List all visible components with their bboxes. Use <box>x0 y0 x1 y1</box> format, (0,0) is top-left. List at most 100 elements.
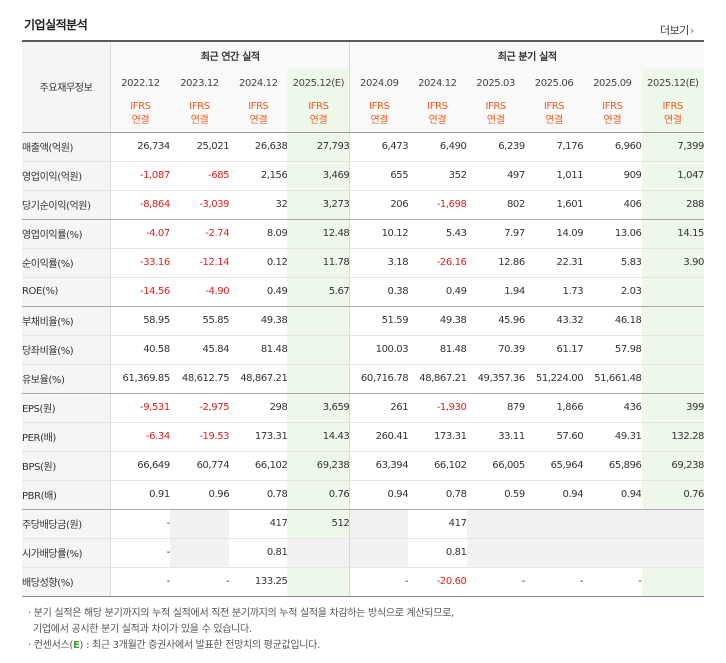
period-header: 2025.12(E) <box>641 69 704 97</box>
period-header: 2025.06 <box>524 69 584 97</box>
group-quarter-header: 최근 분기 실적 <box>349 41 704 69</box>
value-cell: 27,793 <box>287 132 350 162</box>
value-cell: 22.31 <box>524 248 584 278</box>
accounting-basis-header: IFRS 연결 <box>466 97 525 133</box>
table-row: 순이익률(%) -33.16 -12.14 0.12 11.78 3.18 -26.16 12… <box>22 248 704 278</box>
value-cell: 63,394 <box>349 451 409 481</box>
value-cell: 57.98 <box>583 335 642 365</box>
value-cell: 58.95 <box>110 306 170 336</box>
value-cell: 12.86 <box>466 248 525 278</box>
value-cell: 51.59 <box>349 306 409 336</box>
value-cell: -20.60 <box>408 567 467 597</box>
value-cell <box>349 538 409 568</box>
period-header: 2024.09 <box>349 69 409 97</box>
value-cell: 65,964 <box>524 451 584 481</box>
row-label: 영업이익률(%) <box>22 219 111 249</box>
row-label: 배당성향(%) <box>22 567 111 597</box>
table-row: 배당성향(%) - -133.25- -20.60- - - <box>22 567 704 597</box>
table-row: 당기순이익(억원) -8,864 -3,039 32 3,273 206 -1,698 802… <box>22 190 704 220</box>
accounting-basis-header: IFRS 연결 <box>583 97 642 133</box>
value-cell: 65,896 <box>583 451 642 481</box>
value-cell: 7.97 <box>466 219 525 249</box>
ifrs-label: IFRS <box>662 101 684 113</box>
value-cell: 66,005 <box>466 451 525 481</box>
value-cell: 12.48 <box>287 219 350 249</box>
value-cell: 49.31 <box>583 422 642 452</box>
value-cell: -8,864 <box>110 190 170 220</box>
ifrs-label: IFRS <box>189 101 210 113</box>
period-header: 2023.12 <box>169 69 230 97</box>
row-label: 유보율(%) <box>22 364 111 394</box>
value-cell: 3.90 <box>641 248 704 278</box>
footnotes: · 분기 실적은 해당 분기까지의 누적 실적에서 직전 분기까지의 누적 실적… <box>28 606 454 654</box>
value-cell: 8.09 <box>229 219 288 249</box>
value-cell: -4.90 <box>169 277 230 307</box>
value-cell <box>641 567 704 597</box>
value-cell: 45.96 <box>466 306 525 336</box>
accounting-basis-header: IFRS 연결 <box>287 97 350 133</box>
value-cell: 0.96 <box>169 480 230 510</box>
chevron-right-icon: › <box>689 24 694 37</box>
period-header: 2022.12 <box>110 69 170 97</box>
value-cell: -2,975 <box>169 393 230 423</box>
table-row: 유보율(%) 61,369.85 48,612.75 48,867.21 60,716.… <box>22 364 704 394</box>
period-header: 2024.12 <box>229 69 288 97</box>
value-cell: 49.38 <box>229 306 288 336</box>
value-cell: 26,638 <box>229 132 288 162</box>
table-row: PBR(배) 0.91 0.96 0.78 0.76 0.94 0.78 0.59 0.94 0.… <box>22 480 704 510</box>
value-cell: 66,102 <box>229 451 288 481</box>
value-cell: 6,239 <box>466 132 525 162</box>
value-cell: - <box>110 567 170 597</box>
value-cell: - <box>169 567 230 597</box>
value-cell: 173.31 <box>229 422 288 452</box>
value-cell: 0.78 <box>229 480 288 510</box>
value-cell: 1.94 <box>466 277 525 307</box>
row-label: PBR(배) <box>22 480 111 510</box>
period-header: 2025.03 <box>466 69 525 97</box>
value-cell: 3,659 <box>287 393 350 423</box>
row-label: 시가배당률(%) <box>22 538 111 568</box>
value-cell: -685 <box>169 161 230 191</box>
value-cell: -26.16 <box>408 248 467 278</box>
value-cell: 5.83 <box>583 248 642 278</box>
value-cell: 49.38 <box>408 306 467 336</box>
table-row: 영업이익(억원) -1,087 -685 2,156 3,469 655 352 497 1,0… <box>22 161 704 191</box>
value-cell: 48,612.75 <box>169 364 230 394</box>
value-cell: 0.76 <box>641 480 704 510</box>
row-label: 영업이익(억원) <box>22 161 111 191</box>
table-row: PER(배) -6.34 -19.53 173.31 14.43 260.41 173.31… <box>22 422 704 452</box>
value-cell: 132.28 <box>641 422 704 452</box>
value-cell: - <box>110 509 170 539</box>
value-cell: 61,369.85 <box>110 364 170 394</box>
financial-table: 주요재무정보 최근 연간 실적 최근 분기 실적 2022.12 2023.12 2… <box>22 40 704 597</box>
value-cell: 60,774 <box>169 451 230 481</box>
value-cell: 1,601 <box>524 190 584 220</box>
value-cell: 69,238 <box>287 451 350 481</box>
value-cell: 81.48 <box>229 335 288 365</box>
value-cell: -4.07 <box>110 219 170 249</box>
value-cell: 6,960 <box>583 132 642 162</box>
group-annual-header: 최근 연간 실적 <box>110 41 350 69</box>
value-cell: - <box>524 567 584 597</box>
section-title: 기업실적분석 <box>24 18 88 32</box>
accounting-basis-header: IFRS 연결 <box>408 97 467 133</box>
value-cell: 66,102 <box>408 451 467 481</box>
value-cell: 0.76 <box>287 480 350 510</box>
value-cell <box>466 509 525 539</box>
value-cell: 6,490 <box>408 132 467 162</box>
table-row: 당좌비율(%) 40.58 45.84 81.48 100.03 81.48 70.39 61… <box>22 335 704 365</box>
ifrs-label: IFRS <box>543 101 565 113</box>
value-cell: 11.78 <box>287 248 350 278</box>
value-cell: - <box>583 567 642 597</box>
table-row: BPS(원) 66,649 60,774 66,102 69,238 63,394 66,1… <box>22 451 704 481</box>
value-cell: 399 <box>641 393 704 423</box>
value-cell <box>524 538 584 568</box>
value-cell: - <box>466 567 525 597</box>
value-cell: 70.39 <box>466 335 525 365</box>
ifrs-label: IFRS <box>248 101 269 113</box>
value-cell: 26,734 <box>110 132 170 162</box>
consolidated-label: 연결 <box>309 115 328 127</box>
more-link[interactable]: 더보기› <box>660 22 694 38</box>
consolidated-label: 연결 <box>249 115 268 127</box>
value-cell <box>349 509 409 539</box>
